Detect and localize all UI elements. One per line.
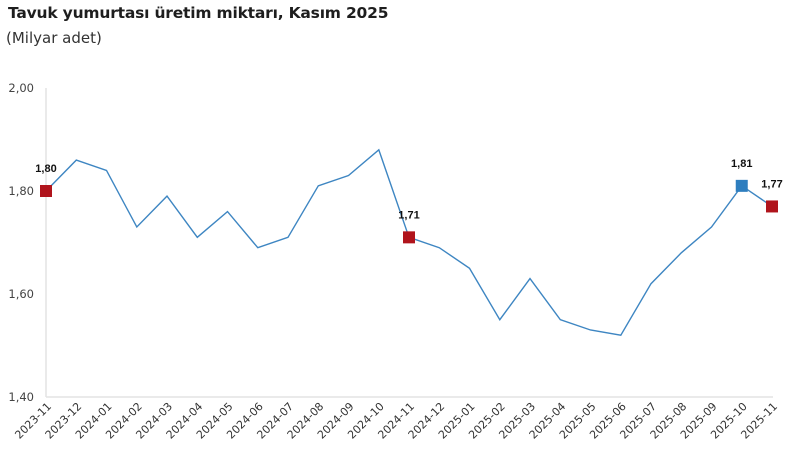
- y-tick-label: 1,40: [8, 390, 34, 404]
- red-square-marker: [766, 200, 778, 213]
- data-label: 1,77: [761, 178, 782, 190]
- blue-square-marker: [735, 179, 748, 192]
- chart-title: Tavuk yumurtası üretim miktarı, Kasım 20…: [8, 4, 389, 22]
- y-axis: 1,40 1,60 1,80 2,00: [8, 81, 47, 404]
- data-label: 1,81: [731, 158, 752, 170]
- y-tick-label: 1,80: [8, 184, 34, 198]
- y-tick-label: 2,00: [8, 81, 34, 95]
- data-label: 1,80: [35, 163, 56, 175]
- data-annotations: 1,80 1,71 1,81 1,77: [35, 158, 783, 244]
- y-tick-label: 1,60: [8, 287, 34, 301]
- red-square-marker: [40, 185, 52, 197]
- data-label: 1,71: [398, 209, 419, 221]
- chart-subtitle: (Milyar adet): [6, 29, 102, 47]
- x-axis: 2023-112023-122024-012024-022024-032024-…: [12, 396, 780, 442]
- red-square-marker: [403, 231, 415, 244]
